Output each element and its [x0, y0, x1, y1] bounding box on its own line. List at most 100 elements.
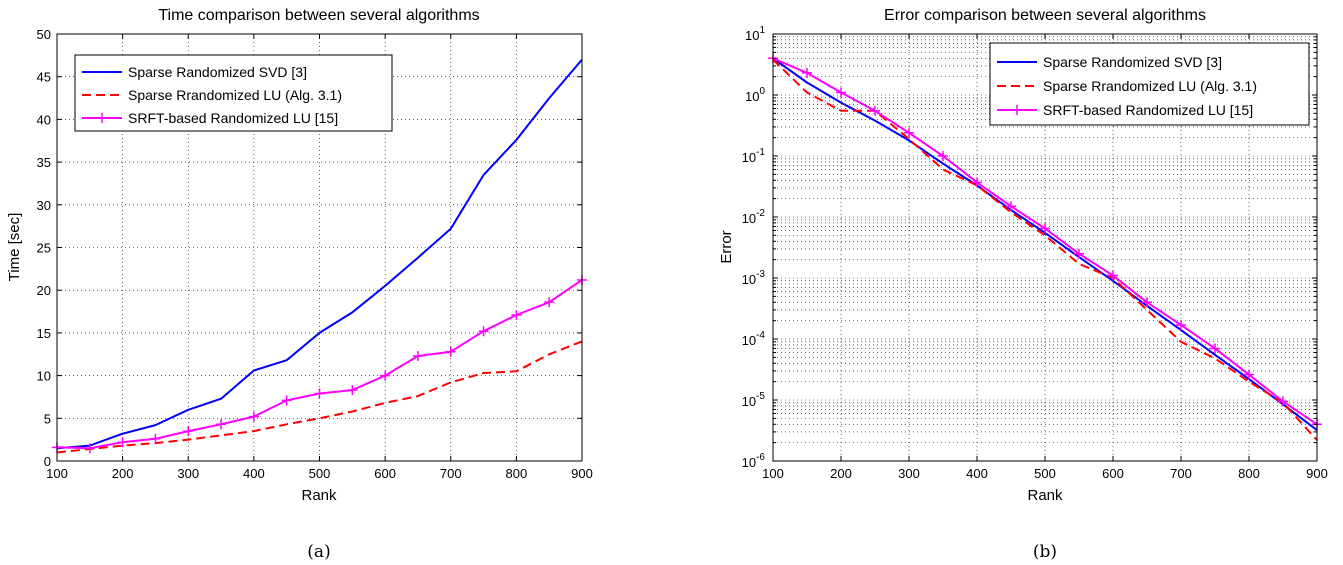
y-tick-exponent: -3 — [756, 269, 765, 280]
x-tick-label: 500 — [1034, 466, 1056, 481]
y-tick-base: 10 — [742, 150, 756, 165]
y-tick-label: 10-6 — [742, 452, 766, 470]
x-tick-label: 400 — [966, 466, 988, 481]
error-series-group — [768, 53, 1322, 441]
series-point-marker — [1040, 223, 1050, 234]
series-point-marker — [972, 177, 982, 188]
series-point-marker — [216, 419, 227, 430]
legend-label-1: Sparse Randomized SVD [3] — [128, 64, 307, 80]
series-point-marker — [802, 67, 812, 78]
time-legend-box — [74, 54, 393, 132]
y-tick-label: 0 — [44, 454, 51, 469]
series-point-marker — [117, 437, 128, 448]
series-point-marker — [904, 127, 914, 138]
x-tick-label: 900 — [1306, 466, 1328, 481]
y-tick-base: 10 — [742, 211, 756, 226]
series-point-marker — [1006, 201, 1016, 212]
x-tick-label: 800 — [506, 466, 528, 481]
x-tick-label: 600 — [1102, 466, 1124, 481]
y-tick-exponent: 0 — [759, 86, 765, 97]
x-tick-label: 700 — [440, 466, 462, 481]
series-line-2 — [56, 340, 583, 454]
y-tick-exponent: -5 — [756, 391, 765, 402]
series-point-marker — [1176, 319, 1186, 330]
x-tick-label: 200 — [112, 466, 134, 481]
x-tick-label: 900 — [571, 466, 593, 481]
x-tick-label: 400 — [243, 466, 265, 481]
series-point-marker — [544, 297, 555, 308]
legend-marker — [1012, 105, 1022, 115]
error-ticks: 100 200 300 400 500 600 700 800 90010-610-510-41… — [742, 25, 1328, 481]
series-point-marker — [183, 426, 194, 437]
y-tick-exponent: 1 — [759, 25, 765, 36]
x-tick-label: 100 — [46, 466, 68, 481]
y-tick-label: 15 — [37, 326, 51, 341]
error-legend: Sparse Randomized SVD [3] Sparse Rrandomi… — [989, 42, 1310, 126]
y-tick-label: 10-2 — [742, 208, 766, 226]
y-tick-exponent: -4 — [756, 330, 765, 341]
y-tick-label: 10-1 — [742, 147, 766, 165]
x-tick-label: 100 — [762, 466, 784, 481]
x-tick-label: 500 — [309, 466, 331, 481]
y-tick-base: 10 — [742, 394, 756, 409]
y-tick-base: 10 — [745, 89, 759, 104]
x-tick-label: 200 — [830, 466, 852, 481]
y-tick-exponent: -6 — [756, 452, 765, 463]
y-tick-base: 10 — [742, 455, 756, 470]
y-tick-base: 10 — [745, 28, 759, 43]
time-x-axis-label: Rank — [301, 487, 337, 504]
series-line-1 — [56, 58, 583, 450]
time-caption: (a) — [307, 542, 330, 562]
time-ticks: 100 200 300 400 500 600 700 800 900 0 5 10 15 20 25 30 3… — [37, 27, 593, 481]
y-tick-label: 10-4 — [742, 330, 766, 348]
y-tick-label: 10-3 — [742, 269, 766, 287]
time-y-axis-label: Time [sec] — [6, 213, 23, 282]
series-point-marker — [248, 411, 259, 422]
series-point-marker — [1142, 297, 1152, 308]
series-point-marker — [870, 105, 880, 116]
legend-label-2: Sparse Rrandomized LU (Alg. 3.1) — [1043, 78, 1257, 94]
time-legend: Sparse Randomized SVD [3] Sparse Rrandomi… — [74, 54, 393, 132]
series-point-marker — [478, 326, 489, 337]
time-chart-title: Time comparison between several algorith… — [158, 7, 479, 24]
y-tick-label: 10-5 — [742, 391, 766, 409]
y-tick-label: 101 — [745, 25, 765, 43]
x-tick-label: 600 — [374, 466, 396, 481]
error-caption: (b) — [1033, 542, 1057, 562]
y-tick-label: 10 — [37, 369, 51, 384]
y-tick-label: 100 — [745, 86, 765, 104]
y-tick-label: 25 — [37, 241, 51, 256]
time-chart-panel: 100 200 300 400 500 600 700 800 900 0 5 10 15 20 25 30 3… — [6, 7, 593, 562]
error-y-axis-label: Error — [718, 230, 735, 263]
series-point-marker — [314, 388, 325, 399]
series-point-marker — [281, 395, 292, 406]
series-point-marker — [150, 433, 161, 444]
x-tick-label: 300 — [898, 466, 920, 481]
series-point-marker — [84, 443, 95, 454]
legend-label-2: Sparse Rrandomized LU (Alg. 3.1) — [128, 87, 342, 103]
y-tick-label: 45 — [37, 70, 51, 85]
y-tick-label: 50 — [37, 27, 51, 42]
y-tick-label: 35 — [37, 155, 51, 170]
y-tick-base: 10 — [742, 333, 756, 348]
series-point-marker — [380, 370, 391, 381]
series-point-marker — [445, 346, 456, 357]
x-tick-label: 700 — [1170, 466, 1192, 481]
y-tick-label: 40 — [37, 112, 51, 127]
error-chart-title: Error comparison between several algorit… — [884, 7, 1206, 24]
legend-label-3: SRFT-based Randomized LU [15] — [128, 110, 338, 126]
y-tick-base: 10 — [742, 272, 756, 287]
series-point-marker — [347, 385, 358, 396]
series-point-marker — [836, 87, 846, 98]
y-tick-label: 30 — [37, 198, 51, 213]
y-tick-exponent: -1 — [756, 147, 765, 158]
legend-marker — [97, 113, 107, 123]
series-point-marker — [412, 350, 423, 361]
legend-label-3: SRFT-based Randomized LU [15] — [1043, 102, 1253, 118]
series-point-marker — [511, 309, 522, 320]
series-point-marker — [1074, 248, 1084, 259]
series-point-marker — [938, 151, 948, 161]
series-point-marker — [1278, 396, 1288, 407]
error-chart-panel: 100 200 300 400 500 600 700 800 90010-610-510-41… — [718, 7, 1328, 562]
error-x-axis-label: Rank — [1027, 487, 1063, 504]
